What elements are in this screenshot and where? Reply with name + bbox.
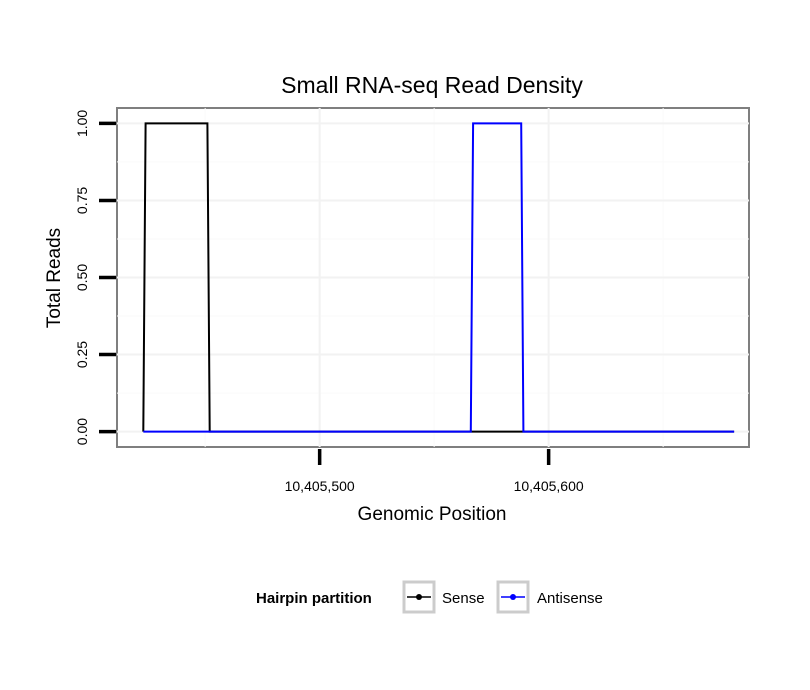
- x-axis-ticks: 10,405,500 10,405,600: [285, 449, 584, 494]
- legend-dot-sense: [416, 594, 422, 600]
- legend-label-antisense: Antisense: [537, 590, 603, 607]
- grid-minor: [117, 108, 749, 447]
- series-line-antisense: [143, 122, 735, 433]
- y-tick-label: 0.50: [74, 264, 90, 291]
- x-tick-label: 10,405,600: [514, 478, 584, 494]
- y-tick-label: 0.75: [74, 187, 90, 214]
- x-axis-label: Genomic Position: [358, 504, 507, 525]
- legend-dot-antisense: [510, 594, 516, 600]
- chart-title: Small RNA-seq Read Density: [281, 72, 583, 98]
- legend-title: Hairpin partition: [256, 590, 372, 607]
- y-tick-label: 0.00: [74, 418, 90, 445]
- y-tick-label: 0.25: [74, 341, 90, 368]
- y-tick-label: 1.00: [74, 110, 90, 137]
- y-axis-label: Total Reads: [44, 228, 65, 328]
- legend: Hairpin partition Sense Antisense: [256, 580, 603, 614]
- series-layer: [142, 122, 735, 433]
- y-axis-ticks: 0.00 0.25 0.50 0.75 1.00: [74, 110, 116, 445]
- legend-label-sense: Sense: [442, 590, 485, 607]
- x-tick-label: 10,405,500: [285, 478, 355, 494]
